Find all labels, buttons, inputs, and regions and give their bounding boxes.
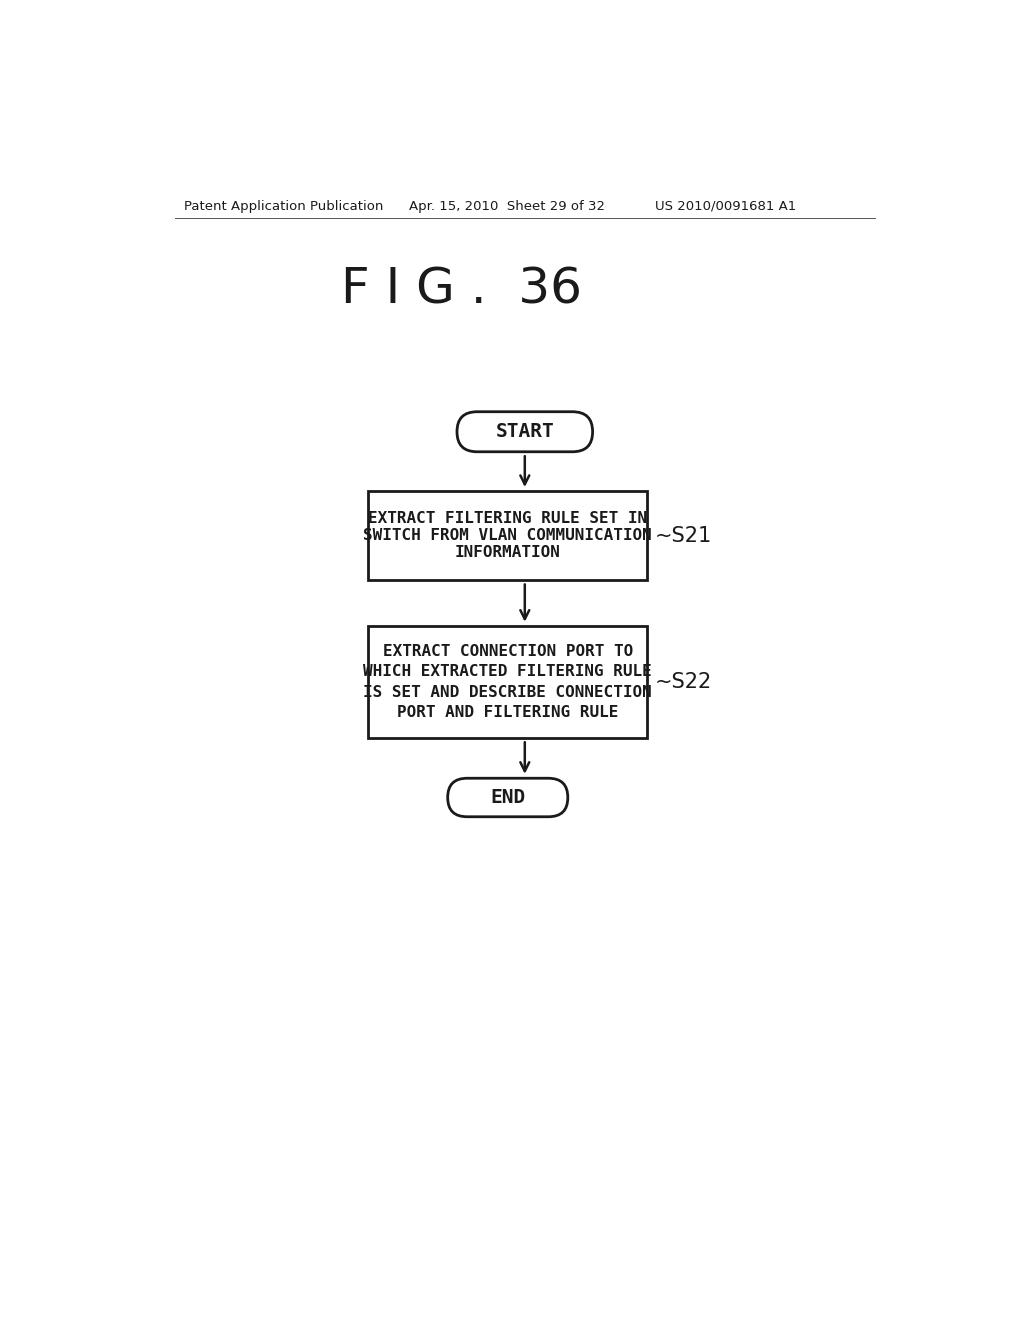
Text: ~S21: ~S21 <box>655 525 713 545</box>
Text: F I G .  36: F I G . 36 <box>341 265 582 313</box>
Text: INFORMATION: INFORMATION <box>455 545 561 560</box>
Text: EXTRACT FILTERING RULE SET IN: EXTRACT FILTERING RULE SET IN <box>369 511 647 527</box>
FancyBboxPatch shape <box>447 779 568 817</box>
Text: SWITCH FROM VLAN COMMUNICATION: SWITCH FROM VLAN COMMUNICATION <box>364 528 652 544</box>
FancyBboxPatch shape <box>369 491 647 579</box>
Text: START: START <box>496 422 554 441</box>
Text: ~S22: ~S22 <box>655 672 713 692</box>
Text: Patent Application Publication: Patent Application Publication <box>183 199 383 213</box>
Text: Apr. 15, 2010  Sheet 29 of 32: Apr. 15, 2010 Sheet 29 of 32 <box>409 199 604 213</box>
Text: END: END <box>490 788 525 807</box>
Text: IS SET AND DESCRIBE CONNECTION: IS SET AND DESCRIBE CONNECTION <box>364 685 652 700</box>
FancyBboxPatch shape <box>369 626 647 738</box>
FancyBboxPatch shape <box>457 412 593 451</box>
Text: US 2010/0091681 A1: US 2010/0091681 A1 <box>655 199 797 213</box>
Text: EXTRACT CONNECTION PORT TO: EXTRACT CONNECTION PORT TO <box>383 644 633 660</box>
Text: PORT AND FILTERING RULE: PORT AND FILTERING RULE <box>397 705 618 719</box>
Text: WHICH EXTRACTED FILTERING RULE: WHICH EXTRACTED FILTERING RULE <box>364 664 652 680</box>
